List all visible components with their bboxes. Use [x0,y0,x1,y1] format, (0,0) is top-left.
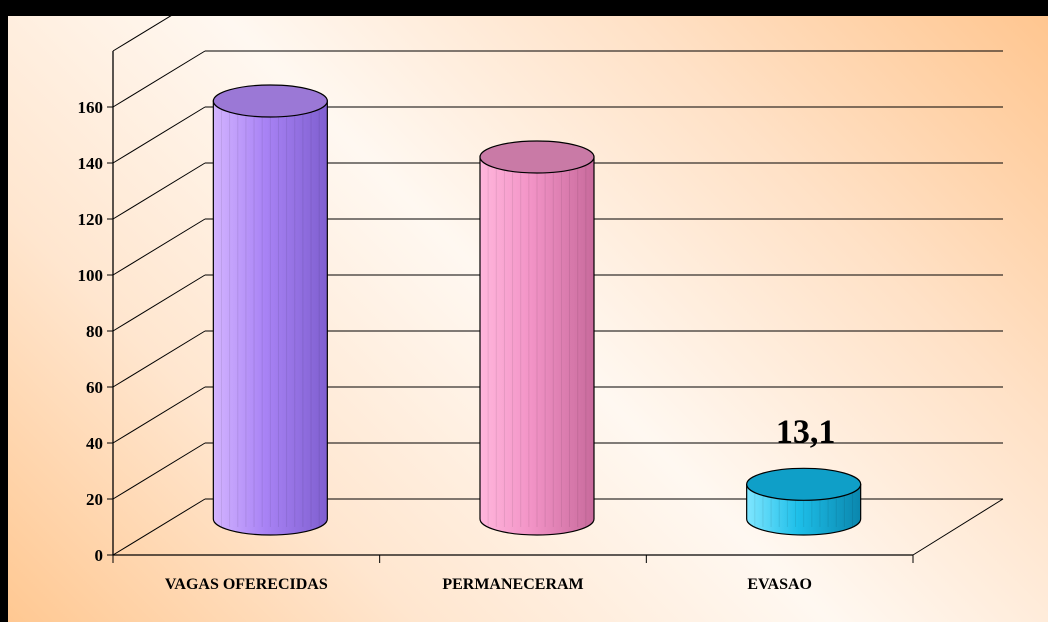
gridline-side [112,0,198,52]
y-tick-label: 80 [86,322,103,341]
gridline-side [112,498,206,556]
y-tick-label: 120 [78,210,104,229]
y-tick-label: 140 [78,154,104,173]
gridline-side [112,442,206,500]
gridline-side [112,274,206,332]
gridline-side [112,50,206,108]
y-tick-label: 0 [95,546,104,565]
y-tick-label: 100 [78,266,104,285]
gridline-side [112,218,206,276]
bar-top [479,140,595,174]
y-tick-label: 40 [86,434,103,453]
x-tick-label: PERMANECERAM [442,576,583,593]
y-tick-label: 160 [78,98,104,117]
floor-edge [912,498,1004,556]
y-tick-label: 60 [86,378,103,397]
y-tick-label: 20 [86,490,103,509]
bar-top [746,467,862,501]
bar-body [479,156,595,536]
data-label: 13,1 [776,413,836,450]
gridline-side [112,106,206,164]
gridline-side [112,386,206,444]
bar-top [212,84,328,118]
bar [479,140,595,536]
gridline-side [112,162,206,220]
bar [212,84,328,536]
gridline-side [112,330,206,388]
bar [746,467,862,536]
x-tick-label: EVASAO [747,576,812,593]
bar-body [212,100,328,536]
x-tick-label: VAGAS OFERECIDAS [165,576,328,593]
